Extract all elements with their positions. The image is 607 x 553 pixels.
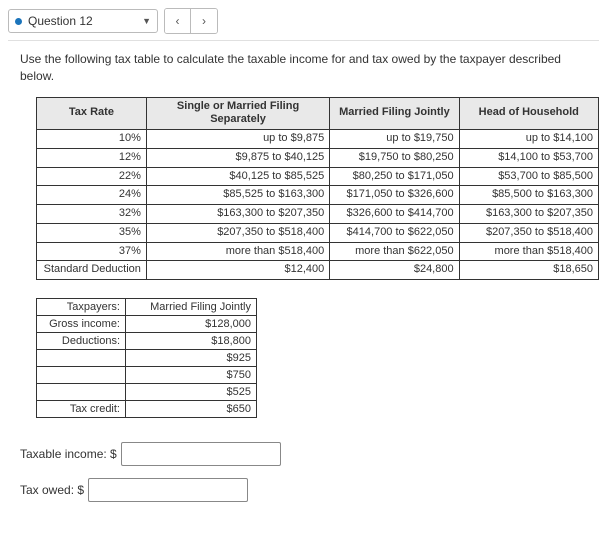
- question-prompt: Use the following tax table to calculate…: [20, 51, 570, 85]
- chevron-left-icon: ‹: [176, 14, 180, 28]
- taxpayer-info-table: Taxpayers: Married Filing Jointly Gross …: [36, 298, 257, 418]
- cell-rate: Standard Deduction: [37, 261, 147, 280]
- table-row: 24% $85,525 to $163,300 $171,050 to $326…: [37, 186, 599, 205]
- tax-owed-label: Tax owed: $: [20, 483, 84, 497]
- cell-head: $207,350 to $518,400: [459, 223, 598, 242]
- info-value: $18,800: [126, 333, 257, 350]
- taxable-income-row: Taxable income: $: [20, 442, 599, 466]
- info-value: $650: [126, 401, 257, 418]
- table-row: 10% up to $9,875 up to $19,750 up to $14…: [37, 130, 599, 149]
- table-row: $525: [37, 384, 257, 401]
- cell-head: more than $518,400: [459, 242, 598, 261]
- question-label: Question 12: [28, 14, 142, 28]
- tax-bracket-table: Tax Rate Single or Married Filing Separa…: [36, 97, 599, 281]
- table-row: 12% $9,875 to $40,125 $19,750 to $80,250…: [37, 148, 599, 167]
- cell-single: $163,300 to $207,350: [146, 205, 329, 224]
- chevron-down-icon: ▼: [142, 16, 151, 26]
- tax-owed-row: Tax owed: $: [20, 478, 599, 502]
- cell-head: $163,300 to $207,350: [459, 205, 598, 224]
- info-label: Tax credit:: [37, 401, 126, 418]
- table-row: $750: [37, 367, 257, 384]
- cell-head: up to $14,100: [459, 130, 598, 149]
- cell-rate: 37%: [37, 242, 147, 261]
- info-value: $525: [126, 384, 257, 401]
- table-row: Gross income: $128,000: [37, 316, 257, 333]
- cell-rate: 22%: [37, 167, 147, 186]
- info-label: [37, 384, 126, 401]
- tax-owed-input[interactable]: [88, 478, 248, 502]
- cell-rate: 24%: [37, 186, 147, 205]
- info-value: $750: [126, 367, 257, 384]
- cell-joint: up to $19,750: [330, 130, 459, 149]
- col-header-single: Single or Married Filing Separately: [146, 97, 329, 130]
- cell-joint: $171,050 to $326,600: [330, 186, 459, 205]
- prev-question-button[interactable]: ‹: [165, 9, 191, 33]
- info-value: Married Filing Jointly: [126, 299, 257, 316]
- cell-head: $18,650: [459, 261, 598, 280]
- cell-single: more than $518,400: [146, 242, 329, 261]
- table-row: Standard Deduction $12,400 $24,800 $18,6…: [37, 261, 599, 280]
- table-row: Tax credit: $650: [37, 401, 257, 418]
- info-label: Taxpayers:: [37, 299, 126, 316]
- cell-head: $14,100 to $53,700: [459, 148, 598, 167]
- cell-single: $12,400: [146, 261, 329, 280]
- info-label: [37, 367, 126, 384]
- question-dropdown[interactable]: Question 12 ▼: [8, 9, 158, 33]
- info-value: $925: [126, 350, 257, 367]
- cell-rate: 35%: [37, 223, 147, 242]
- cell-rate: 10%: [37, 130, 147, 149]
- cell-single: $207,350 to $518,400: [146, 223, 329, 242]
- table-row: Deductions: $18,800: [37, 333, 257, 350]
- table-row: 37% more than $518,400 more than $622,05…: [37, 242, 599, 261]
- cell-joint: $414,700 to $622,050: [330, 223, 459, 242]
- next-question-button[interactable]: ›: [191, 9, 217, 33]
- cell-single: up to $9,875: [146, 130, 329, 149]
- cell-joint: $19,750 to $80,250: [330, 148, 459, 167]
- cell-joint: more than $622,050: [330, 242, 459, 261]
- cell-rate: 12%: [37, 148, 147, 167]
- info-label: Gross income:: [37, 316, 126, 333]
- col-header-joint: Married Filing Jointly: [330, 97, 459, 130]
- divider: [8, 40, 599, 41]
- col-header-head: Head of Household: [459, 97, 598, 130]
- cell-single: $9,875 to $40,125: [146, 148, 329, 167]
- table-header-row: Tax Rate Single or Married Filing Separa…: [37, 97, 599, 130]
- cell-head: $53,700 to $85,500: [459, 167, 598, 186]
- chevron-right-icon: ›: [202, 14, 206, 28]
- info-label: [37, 350, 126, 367]
- info-label: Deductions:: [37, 333, 126, 350]
- taxable-income-label: Taxable income: $: [20, 447, 117, 461]
- col-header-rate: Tax Rate: [37, 97, 147, 130]
- cell-joint: $24,800: [330, 261, 459, 280]
- cell-joint: $326,600 to $414,700: [330, 205, 459, 224]
- cell-joint: $80,250 to $171,050: [330, 167, 459, 186]
- cell-head: $85,500 to $163,300: [459, 186, 598, 205]
- status-dot-icon: [15, 18, 22, 25]
- table-row: 32% $163,300 to $207,350 $326,600 to $41…: [37, 205, 599, 224]
- nav-button-group: ‹ ›: [164, 8, 218, 34]
- table-row: $925: [37, 350, 257, 367]
- top-toolbar: Question 12 ▼ ‹ ›: [8, 8, 599, 34]
- table-row: Taxpayers: Married Filing Jointly: [37, 299, 257, 316]
- table-row: 22% $40,125 to $85,525 $80,250 to $171,0…: [37, 167, 599, 186]
- table-row: 35% $207,350 to $518,400 $414,700 to $62…: [37, 223, 599, 242]
- info-value: $128,000: [126, 316, 257, 333]
- taxable-income-input[interactable]: [121, 442, 281, 466]
- cell-single: $40,125 to $85,525: [146, 167, 329, 186]
- cell-single: $85,525 to $163,300: [146, 186, 329, 205]
- cell-rate: 32%: [37, 205, 147, 224]
